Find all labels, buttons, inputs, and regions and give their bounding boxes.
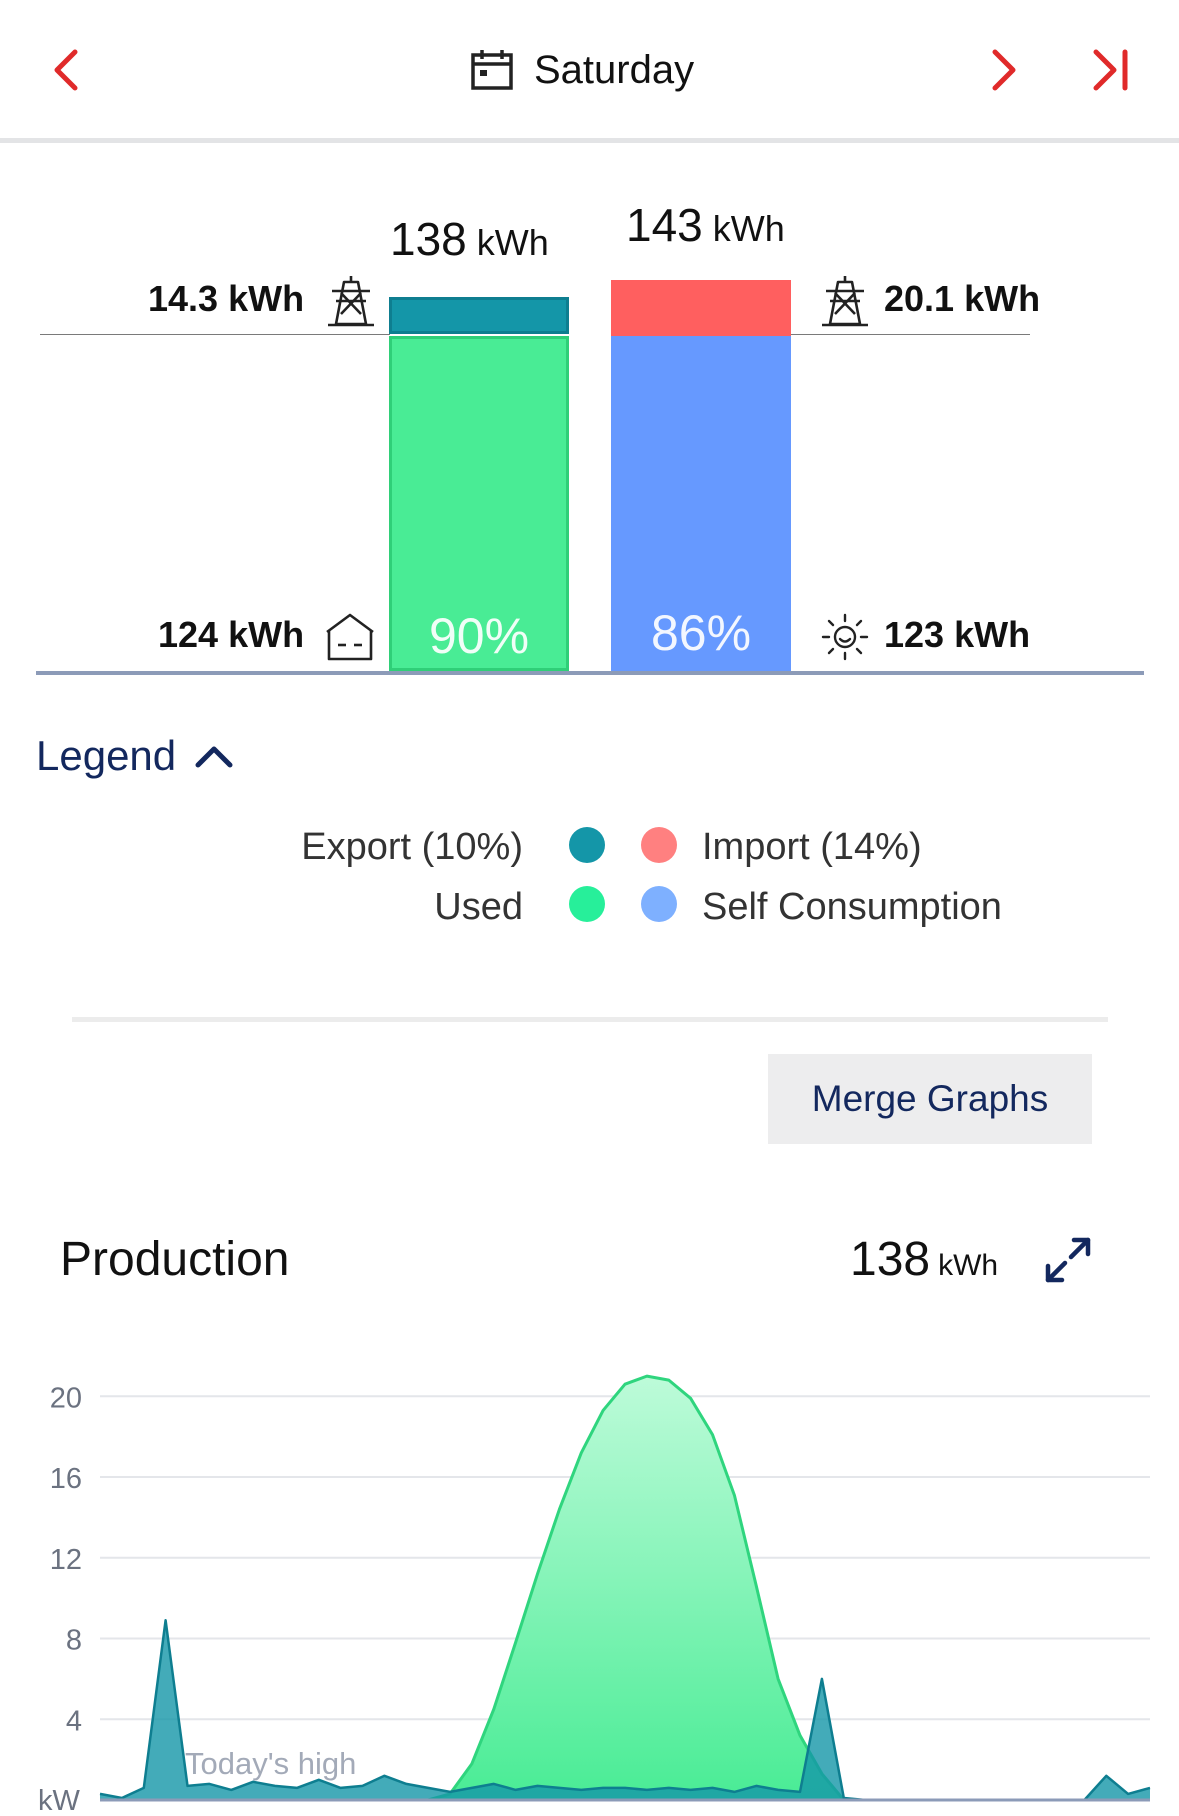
calendar-icon (471, 50, 513, 90)
chart-baseline (36, 671, 1144, 675)
todays-high-annotation: Today's high (185, 1746, 356, 1781)
used-bar-segment: 90% (389, 336, 569, 671)
self-consumption-value: 123 kWh (884, 614, 1031, 655)
chevron-left-icon (54, 49, 78, 91)
legend-self-consumption-dot (641, 886, 677, 922)
y-tick-label: 12 (50, 1544, 82, 1576)
y-tick-label: 8 (66, 1625, 82, 1657)
sun-icon (821, 613, 869, 661)
last-day-button[interactable] (1082, 40, 1142, 100)
section-divider (72, 1017, 1108, 1022)
export-value: 14.3 kWh (148, 278, 305, 319)
power-tower-icon (822, 276, 868, 327)
legend-used-label: Used (434, 886, 523, 928)
used-value: 124 kWh (158, 614, 305, 655)
grid-line-right (790, 334, 1030, 335)
expand-chart-button[interactable] (1040, 1232, 1096, 1288)
power-tower-icon (328, 276, 374, 327)
legend-import-label: Import (14%) (702, 826, 922, 868)
legend-toggle[interactable]: Legend (36, 732, 234, 780)
legend-self-consumption-label: Self Consumption (702, 886, 1002, 928)
skip-to-end-icon (1093, 49, 1128, 91)
legend-import-dot (641, 827, 677, 863)
house-icon (326, 613, 374, 661)
self-consumption-bar-segment: 86% (611, 336, 791, 671)
chevron-right-icon (992, 49, 1016, 91)
y-unit-label: kW (38, 1785, 81, 1816)
production-area (100, 1376, 1150, 1800)
date-navigation-header: Saturday (0, 0, 1179, 143)
legend-used-dot (569, 886, 605, 922)
legend-export-dot (569, 827, 605, 863)
date-title[interactable]: Saturday (470, 44, 694, 96)
chevron-up-icon (195, 746, 233, 768)
legend-toggle-label: Legend (36, 732, 177, 779)
expand-icon (1045, 1237, 1091, 1283)
production-title: Production (60, 1233, 290, 1286)
legend-export-label: Export (10%) (301, 826, 523, 868)
used-percentage: 90% (428, 608, 530, 664)
consumption-total: 143 kWh (626, 199, 785, 251)
page-title: Saturday (534, 47, 695, 92)
grid-line-left (40, 334, 390, 335)
export-bar-segment (389, 297, 569, 334)
production-summary: 138 kWh (850, 1233, 999, 1286)
previous-day-button[interactable] (36, 40, 96, 100)
self-consumption-percentage: 86% (650, 605, 752, 661)
import-bar-segment (611, 280, 791, 336)
merge-graphs-button[interactable]: Merge Graphs (768, 1054, 1092, 1144)
production-total: 138 kWh (390, 213, 549, 265)
y-tick-label: 20 (50, 1382, 82, 1414)
y-tick-label: 4 (66, 1705, 82, 1737)
import-value: 20.1 kWh (884, 278, 1041, 319)
y-tick-label: 16 (50, 1463, 82, 1495)
production-chart[interactable]: Today's high 20 16 12 8 4 kW (0, 1360, 1179, 1816)
next-day-button[interactable] (974, 40, 1034, 100)
